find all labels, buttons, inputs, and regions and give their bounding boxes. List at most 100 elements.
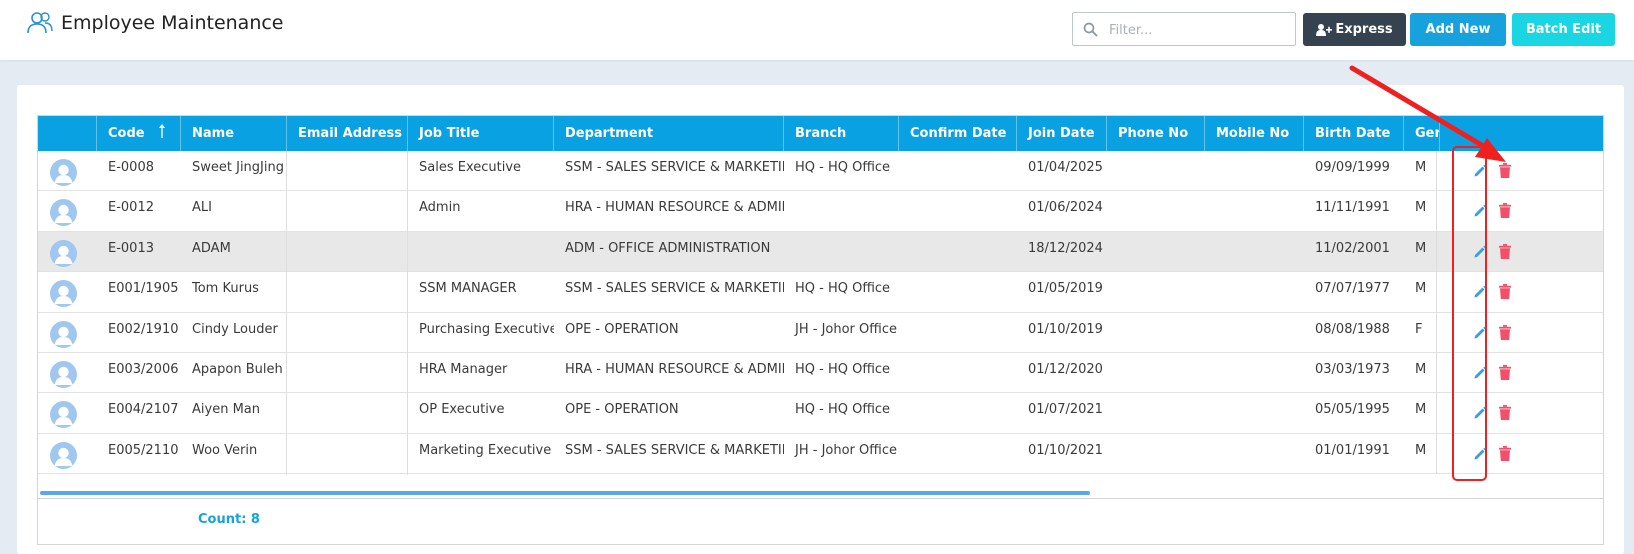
cell-job-title: HRA Manager — [419, 362, 508, 377]
cell-department: SSM - SALES SERVICE & MARKETING — [565, 281, 784, 297]
trash-icon[interactable] — [1499, 445, 1511, 461]
action-separator — [1436, 312, 1437, 353]
batch-edit-button[interactable]: Batch Edit — [1512, 13, 1615, 46]
action-separator — [1436, 151, 1437, 191]
cell-job-title: Sales Executive — [419, 160, 522, 175]
column-header-mobile-no[interactable]: Mobile No — [1205, 116, 1304, 151]
cell-name: Aiyen Man — [181, 393, 287, 435]
add-new-button[interactable]: Add New — [1410, 13, 1506, 46]
cell-branch — [784, 232, 899, 273]
cell-mobile-no — [1205, 151, 1304, 192]
action-separator — [1436, 353, 1437, 393]
table-row[interactable]: E001/1905 Tom Kurus SSM MANAGER SSM - SALES… — [38, 272, 1603, 314]
trash-icon[interactable] — [1499, 324, 1511, 340]
cell-mobile-no — [1205, 232, 1304, 273]
cell-phone-no — [1107, 151, 1205, 192]
sort-ascending-icon[interactable] — [158, 123, 166, 139]
avatar-icon — [50, 199, 77, 227]
column-header-branch[interactable]: Branch — [784, 116, 899, 151]
trash-icon[interactable] — [1499, 203, 1511, 219]
cell-mobile-no — [1205, 272, 1304, 313]
cell-gender: M — [1415, 281, 1427, 297]
cell-confirm-date — [899, 313, 1017, 354]
cell-confirm-date — [899, 232, 1017, 273]
cell-email-address — [287, 151, 408, 192]
table-row[interactable]: E-0013 ADAM ADM - OFFICE ADMINISTRATION 18/… — [38, 231, 1603, 273]
table-row[interactable]: E-0012 ALI Admin HRA - HUMAN RESOURCE & ADM… — [38, 191, 1603, 233]
cell-phone-no — [1107, 313, 1205, 354]
cell-birth-date: 07/07/1977 — [1315, 281, 1390, 297]
cell-confirm-date — [899, 393, 1017, 434]
filter-field[interactable] — [1072, 12, 1296, 46]
express-button[interactable]: Express — [1303, 13, 1406, 46]
cell-phone-no — [1107, 353, 1205, 394]
cell-email-address — [287, 231, 408, 273]
cell-birth-date: 03/03/1973 — [1315, 362, 1390, 377]
column-header-email-address[interactable]: Email Address — [287, 116, 408, 151]
table-row[interactable]: E004/2107 Aiyen Man OP Executive OPE - OPER… — [38, 393, 1603, 435]
column-header-name[interactable]: Name — [181, 116, 287, 151]
cell-gender: M — [1415, 402, 1427, 418]
cell-email-address — [287, 433, 408, 475]
cell-name: ALI — [181, 191, 287, 233]
cell-confirm-date — [899, 353, 1017, 394]
user-plus-icon — [1316, 23, 1333, 36]
column-header-department[interactable]: Department — [554, 116, 784, 151]
cell-department: ADM - OFFICE ADMINISTRATION — [565, 240, 771, 256]
column-header-confirm-date[interactable]: Confirm Date — [899, 116, 1017, 151]
cell-code: E002/1910 — [108, 321, 179, 337]
cell-name: Tom Kurus — [181, 272, 287, 314]
table-row[interactable]: E-0008 Sweet JingJing Sales Executive SSM -… — [38, 151, 1603, 192]
grid-footer: Count: 8 — [38, 498, 1603, 544]
avatar-icon — [50, 280, 77, 308]
cell-branch — [784, 191, 899, 232]
cell-email-address — [287, 393, 408, 435]
action-separator — [1436, 433, 1437, 474]
column-header-job-title[interactable]: Job Title — [408, 116, 554, 151]
cell-confirm-date — [899, 191, 1017, 232]
avatar-icon — [50, 159, 77, 186]
cell-mobile-no — [1205, 353, 1304, 394]
horizontal-scrollbar[interactable] — [40, 491, 1090, 495]
table-row[interactable]: E003/2006 Apapon Buleh HRA Manager HRA - HU… — [38, 353, 1603, 394]
cell-gender: F — [1415, 321, 1423, 337]
cell-department: HRA - HUMAN RESOURCE & ADMIN — [565, 200, 784, 216]
cell-phone-no — [1107, 191, 1205, 232]
express-button-label: Express — [1335, 22, 1393, 37]
cell-code: E003/2006 — [108, 362, 179, 377]
cell-email-address — [287, 191, 408, 233]
trash-icon[interactable] — [1499, 163, 1511, 178]
cell-birth-date: 08/08/1988 — [1315, 321, 1390, 337]
column-header-gender[interactable]: Ger — [1404, 116, 1440, 151]
trash-icon[interactable] — [1499, 405, 1511, 421]
cell-job-title: OP Executive — [419, 402, 505, 418]
cell-confirm-date — [899, 272, 1017, 313]
avatar-icon — [50, 441, 77, 469]
content-panel: Code Name Email Address Job Title Department… — [17, 85, 1624, 554]
column-header-avatar — [38, 116, 97, 151]
cell-phone-no — [1107, 393, 1205, 434]
cell-mobile-no — [1205, 313, 1304, 354]
cell-department: SSM - SALES SERVICE & MARKETING — [565, 442, 784, 458]
cell-join-date: 01/10/2019 — [1028, 321, 1103, 337]
avatar-icon — [50, 320, 77, 348]
cell-mobile-no — [1205, 393, 1304, 434]
filter-input[interactable] — [1107, 18, 1291, 42]
column-header-phone-no[interactable]: Phone No — [1107, 116, 1205, 151]
table-row[interactable]: E005/2110 Woo Verin Marketing Executive SSM… — [38, 433, 1603, 475]
action-separator — [1436, 191, 1437, 232]
users-icon — [27, 12, 53, 34]
table-row[interactable]: E002/1910 Cindy Louder Purchasing Executiv… — [38, 312, 1603, 354]
column-header-join-date[interactable]: Join Date — [1017, 116, 1107, 151]
trash-icon[interactable] — [1499, 284, 1511, 300]
column-header-code[interactable]: Code — [97, 116, 181, 151]
cell-birth-date: 05/05/1995 — [1315, 402, 1390, 418]
trash-icon[interactable] — [1499, 243, 1511, 259]
column-header-birth-date[interactable]: Birth Date — [1304, 116, 1404, 151]
cell-name: Woo Verin — [181, 433, 287, 475]
cell-join-date: 01/04/2025 — [1028, 160, 1103, 175]
cell-department: SSM - SALES SERVICE & MARKETING — [565, 160, 784, 175]
cell-join-date: 01/10/2021 — [1028, 442, 1103, 458]
cell-gender: M — [1415, 442, 1427, 458]
trash-icon[interactable] — [1499, 365, 1511, 380]
